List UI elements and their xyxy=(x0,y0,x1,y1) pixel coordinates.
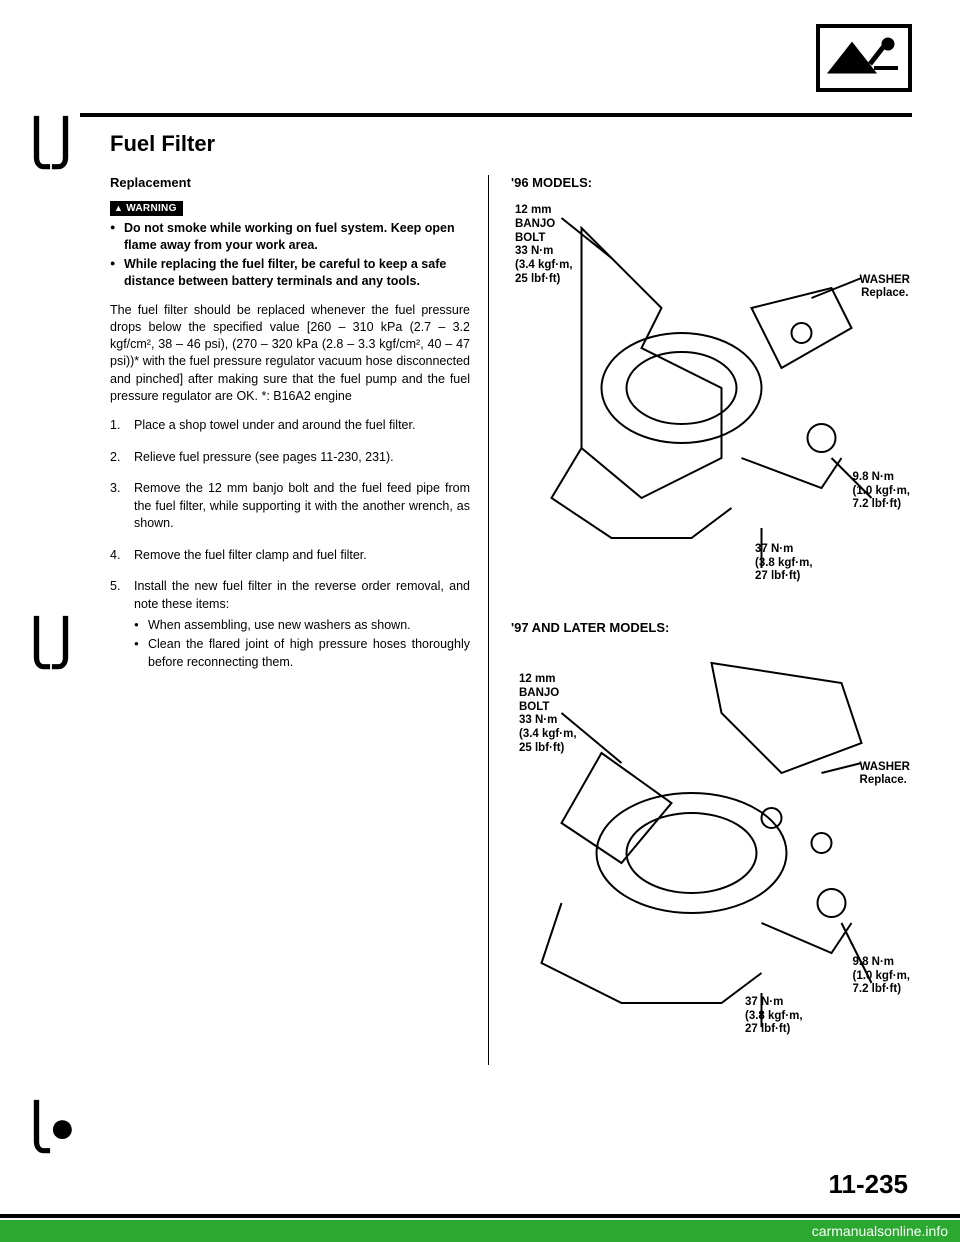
label-torque-98: 9.8 N·m (1.0 kgf·m, 7.2 lbf·ft) xyxy=(852,471,910,512)
page-number: 11-235 xyxy=(828,1169,908,1200)
side-tab-1: ⎩⎭ xyxy=(20,118,78,169)
page-title: Fuel Filter xyxy=(110,131,912,157)
label-washer: WASHER Replace. xyxy=(860,274,910,300)
step5-bullets: When assembling, use new washers as show… xyxy=(134,617,470,671)
right-column: '96 MODELS: xyxy=(488,175,912,1065)
side-tab-3: ⎩● xyxy=(20,1102,72,1153)
models-96-head: '96 MODELS: xyxy=(511,175,912,190)
step-text: Install the new fuel filter in the rever… xyxy=(134,579,470,611)
step-item: Remove the 12 mm banjo bolt and the fuel… xyxy=(110,480,470,533)
step-item: Place a shop towel under and around the … xyxy=(110,417,470,435)
left-column: Replacement WARNING Do not smoke while w… xyxy=(80,175,470,1065)
section-icon xyxy=(816,24,912,92)
label-banjo-bolt: 12 mm BANJO BOLT 33 N·m (3.4 kgf·m, 25 l… xyxy=(515,204,573,287)
step-item: Relieve fuel pressure (see pages 11-230,… xyxy=(110,449,470,467)
footer-watermark: carmanualsonline.info xyxy=(0,1220,960,1242)
warning-item: While replacing the fuel filter, be care… xyxy=(110,256,470,290)
sub-bullet: When assembling, use new washers as show… xyxy=(134,617,470,634)
diagram-97: 12 mm BANJO BOLT 33 N·m (3.4 kgf·m, 25 l… xyxy=(511,643,912,1043)
side-tab-2: ⎩⎭ xyxy=(20,618,78,669)
diagram-96: 12 mm BANJO BOLT 33 N·m (3.4 kgf·m, 25 l… xyxy=(511,198,912,598)
step-item: Install the new fuel filter in the rever… xyxy=(110,578,470,671)
label-torque-37: 37 N·m (3.8 kgf·m, 27 lbf·ft) xyxy=(745,996,803,1037)
warning-list: Do not smoke while working on fuel syste… xyxy=(110,220,470,290)
warning-item: Do not smoke while working on fuel syste… xyxy=(110,220,470,254)
label-washer: WASHER Replace. xyxy=(860,761,910,787)
warning-badge: WARNING xyxy=(110,201,183,216)
procedure-steps: Place a shop towel under and around the … xyxy=(110,417,470,671)
content-columns: Replacement WARNING Do not smoke while w… xyxy=(80,175,912,1065)
header-rule xyxy=(80,113,912,117)
replacement-heading: Replacement xyxy=(110,175,470,190)
label-torque-98: 9.8 N·m (1.0 kgf·m, 7.2 lbf·ft) xyxy=(852,956,910,997)
step-item: Remove the fuel filter clamp and fuel fi… xyxy=(110,547,470,565)
service-manual-page: ⎩⎭ ⎩⎭ ⎩● Fuel Filter Replacement WARNING… xyxy=(0,0,960,1095)
sub-bullet: Clean the flared joint of high pressure … xyxy=(134,636,470,671)
label-banjo-bolt: 12 mm BANJO BOLT 33 N·m (3.4 kgf·m, 25 l… xyxy=(519,673,577,756)
bottom-rule xyxy=(0,1214,960,1218)
intro-paragraph: The fuel filter should be replaced whene… xyxy=(110,302,470,406)
label-torque-37: 37 N·m (3.8 kgf·m, 27 lbf·ft) xyxy=(755,543,813,584)
models-97-head: '97 AND LATER MODELS: xyxy=(511,620,912,635)
